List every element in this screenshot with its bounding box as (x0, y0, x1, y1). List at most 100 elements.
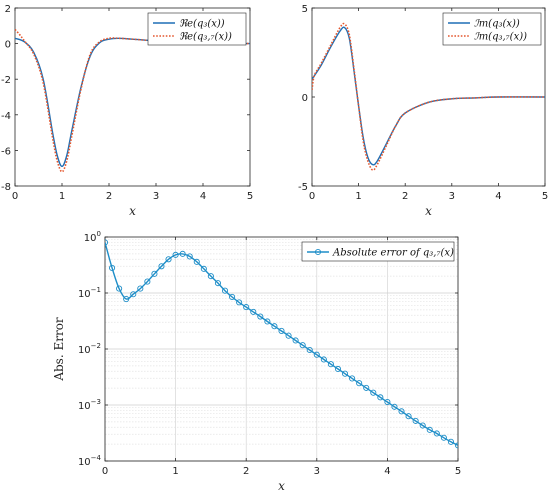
y-tick-label: 10−2 (78, 342, 101, 356)
data-point (327, 361, 334, 368)
y-tick-label: 5 (302, 4, 308, 15)
y-tick-base: 10 (78, 457, 91, 468)
y-tick-base: 10 (84, 233, 97, 244)
data-point (447, 438, 454, 445)
x-tick-label: 2 (243, 466, 249, 477)
legend-label: ℐm(q₃(x)) (474, 19, 520, 30)
legend-label: ℐm(q₃,₇(x)) (474, 32, 527, 43)
series-2 (15, 28, 250, 173)
x-tick-label: 4 (495, 191, 501, 202)
data-point (221, 287, 229, 294)
chart-1: 0 1 2 3 4 5 -8 -6 -4 -2 0 2 x ℜe(q₃(x)) ℜe(q₃,₇(x)) (1, 4, 253, 218)
data-point (341, 370, 349, 377)
x-tick-label: 3 (153, 191, 159, 202)
data-point (158, 263, 165, 270)
y-tick-label: 0 (302, 93, 308, 104)
data-point (334, 365, 342, 373)
data-point (349, 375, 356, 382)
data-point (370, 389, 377, 396)
data-point (151, 270, 158, 277)
y-tick-label: 2 (5, 4, 11, 15)
data-point (313, 351, 320, 358)
x-tick-label: 3 (314, 466, 320, 477)
data-point (229, 293, 236, 301)
y-tick-label: 100 (84, 230, 101, 244)
data-point (377, 394, 384, 401)
x-tick-label: 1 (355, 191, 361, 202)
data-point (214, 280, 222, 287)
y-tick-exponent: 0 (97, 230, 101, 238)
x-tick-label: 2 (106, 191, 112, 202)
y-tick-exponent: −2 (91, 342, 101, 350)
x-tick-label: 0 (102, 466, 108, 477)
x-tick-label: 2 (402, 191, 408, 202)
y-tick-exponent: −3 (91, 398, 101, 406)
y-tick-label: -6 (1, 146, 11, 157)
data-point (278, 327, 285, 335)
series-line (312, 22, 545, 171)
data-point (419, 422, 426, 429)
data-point (356, 380, 363, 387)
data-point (320, 356, 327, 363)
series-1 (105, 239, 458, 449)
x-tick-label: 4 (384, 466, 390, 477)
data-point (105, 239, 109, 246)
y-tick-label: -5 (298, 182, 308, 193)
data-point (292, 337, 299, 344)
y-tick-exponent: −1 (91, 286, 101, 294)
data-point (433, 430, 440, 437)
y-axis-label: Abs. Error (52, 317, 66, 382)
legend: ℜe(q₃(x)) ℜe(q₃,₇(x)) (147, 12, 247, 46)
legend-box (442, 12, 542, 46)
data-point (165, 256, 172, 263)
data-point (391, 403, 398, 410)
series-2 (312, 22, 545, 171)
legend-label: ℜe(q₃(x)) (179, 19, 225, 30)
y-tick-label: -8 (1, 182, 11, 193)
x-axis-label: x (425, 204, 432, 218)
x-tick-label: 0 (309, 191, 315, 202)
legend-box (147, 12, 247, 46)
data-point (186, 253, 193, 260)
data-point (193, 258, 200, 265)
x-tick-label: 4 (200, 191, 206, 202)
data-point (440, 434, 447, 441)
series-line (15, 28, 250, 173)
data-point (144, 278, 151, 285)
x-tick-label: 0 (12, 191, 18, 202)
x-tick-label: 5 (247, 191, 253, 202)
data-point (426, 426, 433, 433)
y-tick-label: 10−3 (78, 398, 101, 412)
y-tick-base: 10 (78, 345, 91, 356)
data-point (412, 417, 419, 424)
legend: ℐm(q₃(x)) ℐm(q₃,₇(x)) (442, 12, 542, 46)
data-point (243, 304, 250, 311)
legend-label: Absolute error of q₃,₇(x) (332, 248, 454, 259)
x-tick-label: 1 (172, 466, 178, 477)
data-point (264, 318, 271, 325)
axes-frame (14, 7, 251, 187)
data-point (363, 384, 370, 391)
x-axis-label: x (129, 204, 136, 218)
y-tick-base: 10 (78, 289, 91, 300)
y-tick-exponent: −4 (91, 454, 102, 462)
data-point (179, 250, 186, 257)
legend-box (301, 241, 455, 262)
x-tick-label: 5 (542, 191, 548, 202)
data-point (109, 264, 116, 272)
y-tick-label: 0 (5, 40, 11, 51)
legend-marker (314, 248, 322, 256)
x-tick-label: 1 (59, 191, 65, 202)
data-point (207, 273, 214, 280)
y-tick-label: 10−4 (78, 454, 102, 468)
legend-label: ℜe(q₃,₇(x)) (179, 32, 232, 43)
data-point (306, 346, 313, 354)
x-axis-label: x (278, 479, 285, 493)
y-tick-label: 10−1 (78, 286, 101, 300)
data-point (172, 251, 179, 258)
x-tick-label: 5 (455, 466, 461, 477)
y-tick-label: -4 (1, 111, 11, 122)
